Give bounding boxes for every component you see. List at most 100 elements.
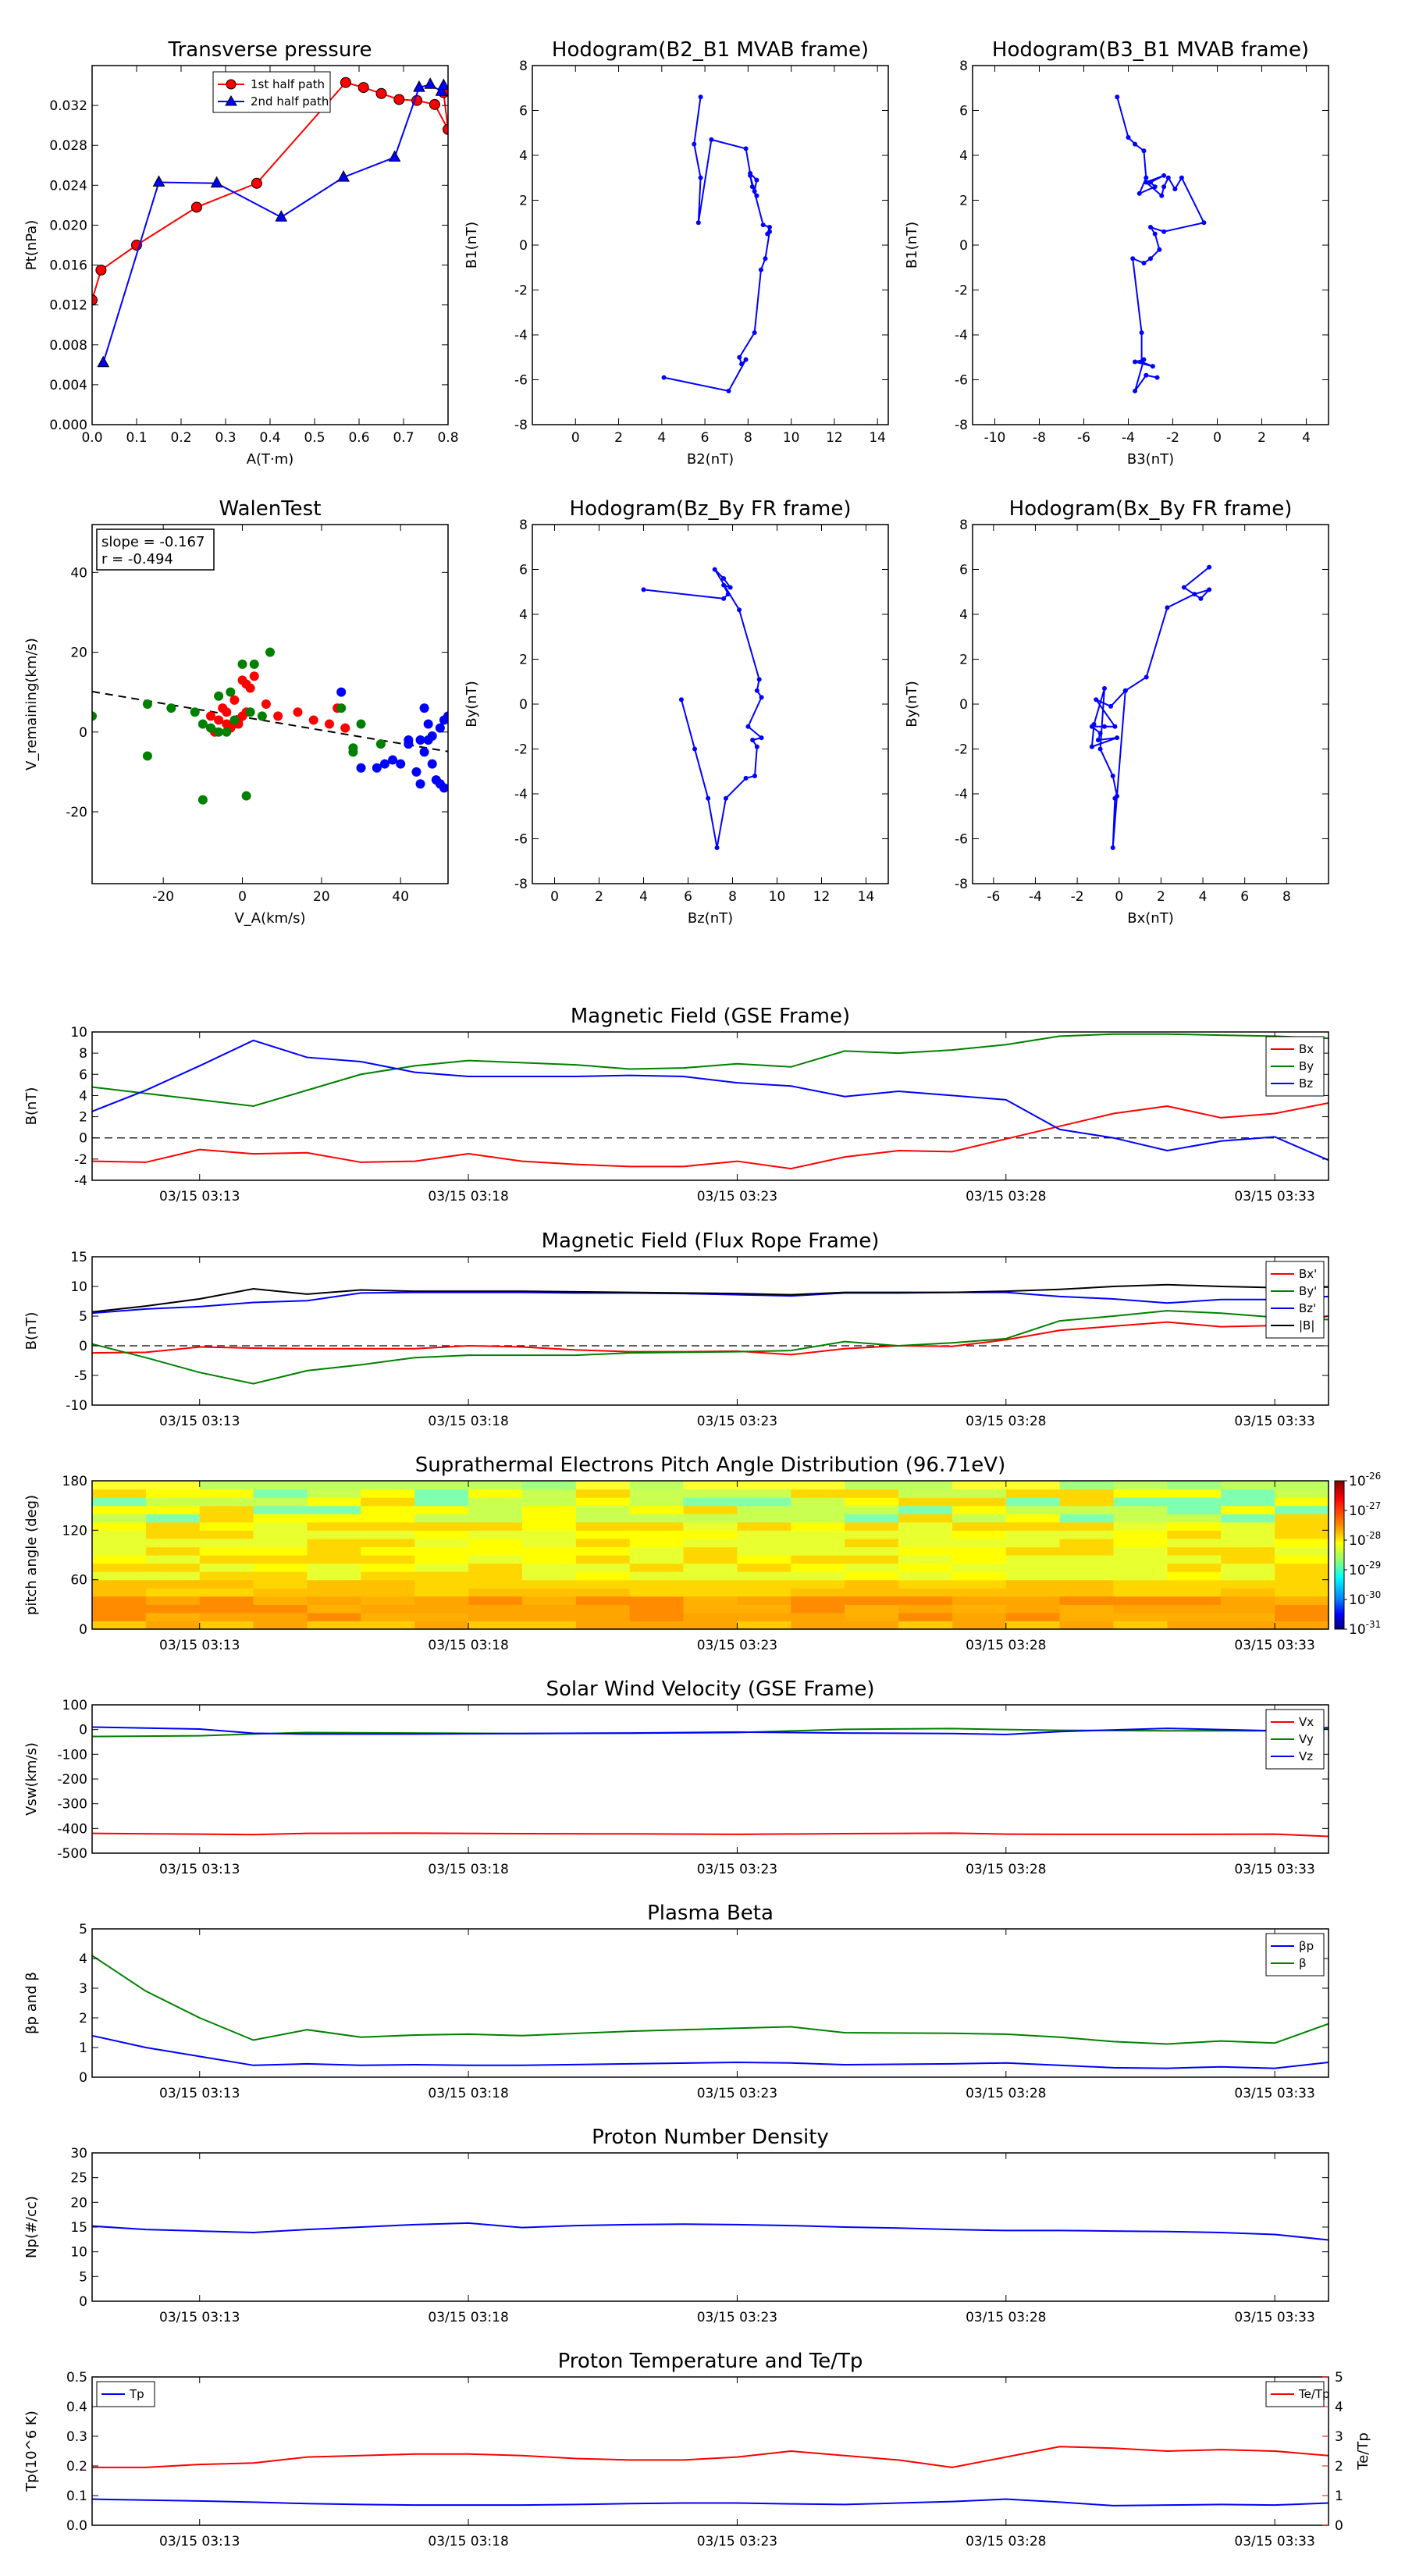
series-Bz [92,1291,1329,1315]
legend-label: |B| [1299,1318,1314,1332]
annotation-frame [96,528,215,571]
x-tick-label: 12 [813,889,831,905]
y-tick-label: 0.2 [66,2459,87,2475]
heatmap-cell [521,1621,577,1629]
y-tick-label: 4 [79,1952,87,1967]
time-tick-label: 03/15 03:23 [697,1638,777,1653]
data-point [752,774,757,778]
data-point [1112,724,1118,729]
y-axis-label: B(nT) [23,1087,40,1126]
heatmap-cell [92,1497,147,1507]
heatmap-cell [307,1596,361,1605]
data-point-blue [336,687,347,697]
y-tick-label: 0.3 [66,2429,87,2445]
data-point [210,176,223,188]
time-tick-label: 03/15 03:33 [1234,2310,1314,2325]
x-tick-label: 0.3 [215,430,236,446]
heatmap-cell [253,1521,308,1531]
heatmap-cell [1113,1621,1168,1629]
heatmap-cell [1113,1579,1168,1589]
heatmap-cell [683,1579,738,1589]
x-tick-label: 14 [869,430,886,446]
heatmap-cell [361,1489,415,1498]
data-point [641,587,646,592]
y-tick-label: 10 [70,2245,87,2261]
data-point-blue [388,755,398,765]
y-tick-label: 5 [79,1922,87,1937]
legend: Vx Vy Vz [1265,1709,1325,1770]
y-tick-label: -20 [66,805,87,820]
heatmap-cell [845,1604,899,1614]
heatmap-cell [1221,1588,1275,1597]
heatmap-cell [791,1546,845,1556]
heatmap-cell [629,1621,685,1629]
heatmap-cell [1113,1571,1168,1581]
colorbar-tick-label: 10-28 [1349,1530,1381,1549]
data-point [1126,135,1131,140]
chart-hodogram-bz-by: Hodogram(Bz_By FR frame) -8 -6 -4 -2 0 2 4 6 8 0 2 4… [464,497,889,927]
heatmap-cell [199,1579,254,1589]
data-point [1152,184,1158,190]
x-tick-label: 4 [1302,430,1311,446]
heatmap-cell [1275,1571,1329,1581]
x-tick-label: 0.8 [437,430,458,446]
heatmap-cell [737,1538,791,1548]
data-point [754,688,759,693]
data-point-red [229,695,240,705]
y-tick-label: -5 [74,1368,87,1384]
heatmap-cell [1275,1489,1329,1498]
heatmap-cell [253,1612,308,1622]
time-tick-label: 03/15 03:23 [697,2086,777,2101]
heatmap-cell [414,1521,469,1531]
data-point-green [356,719,366,729]
y-tick-label: 20 [70,646,87,661]
heatmap-cell [737,1489,791,1498]
data-point [1139,330,1144,336]
heatmap-cell [361,1604,415,1614]
x-tick-label: 10 [769,889,786,905]
heatmap-cell [1113,1546,1168,1556]
data-point [752,189,757,194]
heatmap-cell [414,1604,469,1614]
heatmap-cell [414,1612,469,1622]
heatmap-cell [253,1604,308,1614]
data-point-blue [415,779,425,789]
y-tick-label: 2 [959,194,968,209]
heatmap-cell [575,1497,631,1507]
heatmap-cell [468,1579,523,1589]
data-point-green [142,751,152,761]
data-point [743,146,749,151]
heatmap-cell [898,1521,953,1531]
y-axis-label: By(nT) [904,681,920,727]
heatmap-cell [1059,1546,1115,1556]
data-point [429,98,440,110]
heatmap-cell [468,1546,523,1556]
data-point-red [206,711,215,721]
y-axis-label: Pt(nPa) [23,220,40,270]
heatmap-cell [145,1530,201,1539]
x-tick-label: 0 [1213,430,1222,446]
series-TeTp [92,2446,1329,2468]
x-axis-label: B3(nT) [1127,451,1174,468]
heatmap-cell [199,1588,254,1597]
y-axis-label: B1(nT) [464,222,480,269]
heatmap-cell [791,1579,845,1589]
data-point [1112,795,1118,801]
heatmap-cell [791,1497,845,1507]
series-line-1st-half-path [92,81,448,301]
legend: Te/Tp [1265,2381,1330,2407]
plot-area [1089,564,1212,850]
heatmap-cell [629,1497,685,1507]
heatmap-cell [951,1514,1007,1523]
heatmap-cell [92,1621,147,1629]
data-point-blue [415,735,425,745]
data-point-blue [379,759,389,769]
data-point [1181,585,1186,590]
time-tick-label: 03/15 03:13 [159,2534,240,2549]
heatmap-cell [898,1505,953,1514]
heatmap-cell [361,1546,415,1556]
heatmap-cell [253,1579,308,1589]
heatmap-cell [307,1521,361,1531]
heatmap-cell [145,1612,201,1622]
x-tick-label: 0.0 [81,430,102,446]
